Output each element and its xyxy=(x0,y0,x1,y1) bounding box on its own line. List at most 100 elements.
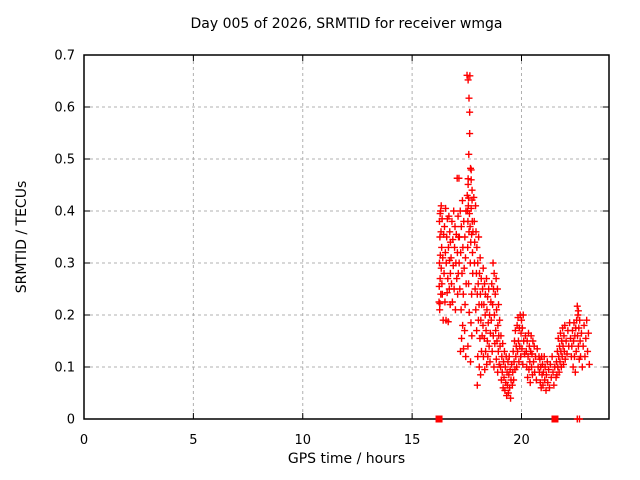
data-point-plus xyxy=(510,376,518,384)
data-point-plus xyxy=(499,340,507,348)
data-point-plus xyxy=(437,202,445,210)
x-axis-label: GPS time / hours xyxy=(287,451,406,467)
data-point-plus xyxy=(583,316,591,324)
data-point-plus xyxy=(546,384,553,392)
data-point-plus xyxy=(470,217,478,225)
data-point-plus xyxy=(474,280,482,288)
data-point-plus xyxy=(441,223,448,231)
data-point-plus xyxy=(504,358,512,366)
data-point-plus xyxy=(457,249,465,257)
data-point-plus xyxy=(575,415,583,423)
data-point-plus xyxy=(443,289,451,297)
data-point-plus xyxy=(465,308,473,316)
data-point-plus xyxy=(514,347,522,355)
data-point-plus xyxy=(477,371,485,379)
data-point-plus xyxy=(440,269,448,277)
data-point-plus xyxy=(471,285,479,293)
x-tick-label: 20 xyxy=(513,433,530,448)
data-point-plus xyxy=(570,337,578,345)
data-point-plus xyxy=(491,290,499,298)
y-tick-label: 0.1 xyxy=(54,361,75,376)
data-point-plus xyxy=(500,373,508,381)
data-point-plus xyxy=(446,228,454,236)
data-point-plus xyxy=(560,332,568,340)
data-point-plus xyxy=(458,334,466,342)
y-tick-label: 0.7 xyxy=(54,49,75,64)
data-point-plus xyxy=(470,193,478,201)
data-point-plus xyxy=(530,358,538,366)
y-tick-label: 0.2 xyxy=(54,309,75,324)
data-point-plus xyxy=(464,342,472,350)
data-point-plus xyxy=(455,174,463,182)
data-point-plus xyxy=(484,353,492,361)
data-point-plus xyxy=(518,345,526,353)
data-point-plus xyxy=(488,347,496,355)
data-point-plus xyxy=(465,150,473,158)
data-point-plus xyxy=(471,238,479,246)
data-point-plus xyxy=(490,269,498,277)
data-point-plus xyxy=(489,301,497,309)
data-point-plus xyxy=(488,280,496,288)
data-point-plus xyxy=(518,324,526,332)
data-point-plus xyxy=(485,342,493,350)
data-point-plus xyxy=(468,332,476,340)
data-point-plus xyxy=(550,381,558,389)
data-point-plus xyxy=(574,332,581,340)
data-point-plus xyxy=(493,306,501,314)
data-point-plus xyxy=(524,373,532,381)
y-tick-label: 0.6 xyxy=(54,101,75,116)
data-point-plus xyxy=(483,337,491,345)
data-point-plus xyxy=(462,254,469,262)
data-point-plus xyxy=(555,368,563,376)
data-point-plus xyxy=(479,321,487,329)
data-point-plus xyxy=(447,254,455,262)
data-point-plus xyxy=(459,290,467,298)
data-point-plus xyxy=(464,180,472,188)
x-tick-label: 15 xyxy=(404,433,421,448)
data-point-plus xyxy=(482,327,490,335)
data-point-plus xyxy=(472,202,480,210)
data-point-plus xyxy=(518,316,525,324)
data-point-plus xyxy=(472,306,480,314)
data-point-plus xyxy=(456,285,464,293)
chart-title: Day 005 of 2026, SRMTID for receiver wmg… xyxy=(190,16,503,32)
data-point-plus xyxy=(501,363,509,371)
data-point-plus xyxy=(489,259,497,267)
data-point-plus xyxy=(466,72,474,80)
data-point-plus xyxy=(460,345,468,353)
data-point-plus xyxy=(500,347,508,355)
data-point-plus xyxy=(579,342,587,350)
data-point-plus xyxy=(468,186,476,194)
data-point-plus xyxy=(563,350,571,358)
data-point-plus xyxy=(464,243,472,251)
data-point-plus xyxy=(515,358,523,366)
data-point-plus xyxy=(473,381,481,389)
data-point-plus xyxy=(465,210,473,218)
data-point-plus xyxy=(457,223,465,231)
data-point-plus xyxy=(504,389,512,397)
data-point-plus xyxy=(461,233,469,241)
data-point-plus xyxy=(438,290,446,298)
data-point-plus xyxy=(511,327,519,335)
data-point-plus xyxy=(497,332,505,340)
data-point-plus xyxy=(519,311,527,319)
data-point-plus xyxy=(439,254,447,262)
data-point-plus xyxy=(438,243,446,251)
data-point-plus xyxy=(561,355,569,363)
data-point-plus xyxy=(448,217,456,225)
data-point-plus xyxy=(472,228,480,236)
data-point-plus xyxy=(507,394,515,402)
data-point-square xyxy=(435,415,443,423)
data-point-plus xyxy=(571,368,579,376)
data-point-plus xyxy=(575,324,583,332)
data-point-plus xyxy=(569,363,577,371)
data-point-plus xyxy=(436,275,444,283)
data-point-plus xyxy=(484,293,492,301)
data-point-plus xyxy=(441,298,449,306)
data-point-plus xyxy=(517,353,525,361)
data-point-plus xyxy=(482,347,490,355)
data-point-plus xyxy=(513,363,521,371)
data-point-plus xyxy=(481,280,489,288)
data-point-plus xyxy=(577,329,585,337)
